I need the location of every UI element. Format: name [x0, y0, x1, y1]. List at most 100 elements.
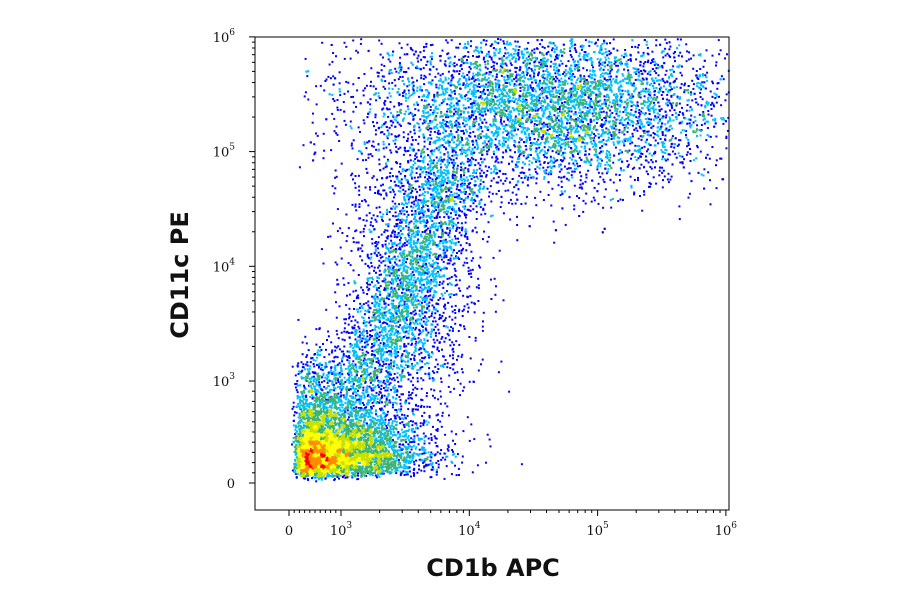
event-dot — [390, 457, 393, 460]
event-dot — [408, 466, 411, 469]
event-dot — [421, 459, 424, 462]
event-dot — [366, 424, 369, 426]
event-dot — [320, 416, 323, 419]
event-dot — [340, 417, 343, 420]
event-dot — [417, 454, 420, 457]
event-dot — [295, 471, 298, 474]
event-dot — [323, 463, 326, 466]
event-dot — [365, 452, 368, 455]
event-dot — [429, 455, 432, 458]
event-dot — [389, 438, 392, 441]
event-dot — [303, 430, 306, 433]
event-dot — [412, 472, 415, 474]
event-dot — [318, 327, 321, 330]
event-dot — [307, 446, 310, 449]
event-dot — [306, 442, 309, 445]
event-dot — [420, 406, 422, 408]
event-dot — [316, 364, 318, 366]
event-dot — [359, 452, 362, 455]
event-dot — [320, 394, 323, 397]
event-dot — [443, 452, 446, 455]
event-dot — [310, 426, 313, 429]
event-dot — [347, 458, 350, 461]
event-dot — [296, 458, 299, 461]
event-dot — [332, 461, 335, 464]
event-dot — [297, 318, 300, 321]
event-dot — [362, 430, 365, 433]
event-dot — [310, 415, 313, 418]
event-dot — [303, 472, 306, 475]
event-dot — [369, 415, 372, 418]
event-dot — [352, 427, 355, 430]
event-dot — [375, 413, 377, 416]
event-dot — [312, 404, 315, 407]
event-dot — [379, 423, 382, 425]
event-dot — [309, 395, 312, 398]
event-dot — [373, 400, 375, 403]
event-dot — [301, 366, 304, 369]
event-dot — [367, 457, 370, 460]
event-dot — [304, 462, 306, 465]
event-dot — [376, 469, 379, 472]
event-dot — [400, 428, 403, 431]
event-dot — [378, 371, 381, 374]
event-dot — [301, 410, 304, 413]
event-dot — [395, 421, 398, 423]
event-dot — [302, 460, 305, 463]
event-dot — [348, 375, 351, 378]
event-dot — [406, 473, 409, 476]
event-dot — [387, 452, 390, 455]
event-dot — [385, 403, 388, 406]
event-dot — [307, 445, 310, 448]
event-dot — [418, 368, 421, 371]
event-dot — [350, 374, 353, 377]
event-dot — [305, 422, 308, 425]
event-dot — [330, 413, 333, 416]
event-dot — [325, 348, 327, 351]
event-dot — [363, 419, 366, 421]
event-dot — [358, 459, 361, 462]
event-dot — [293, 445, 296, 448]
event-dot — [304, 446, 307, 449]
event-dot — [317, 378, 320, 381]
event-dot — [307, 463, 310, 466]
event-dot — [324, 469, 327, 472]
event-dot — [312, 359, 315, 361]
event-dot — [354, 459, 357, 462]
event-dot — [376, 432, 379, 435]
event-dot — [327, 422, 330, 425]
event-dot — [298, 428, 301, 431]
event-dot — [378, 470, 381, 473]
event-dot — [293, 463, 296, 466]
event-dot — [339, 468, 342, 471]
event-dot — [370, 471, 373, 474]
event-dot — [373, 433, 376, 436]
event-dot — [400, 456, 403, 459]
event-dot — [451, 449, 454, 451]
event-dot — [393, 460, 396, 462]
event-dot — [370, 443, 372, 446]
event-dot — [427, 437, 430, 440]
event-dot — [386, 433, 389, 436]
event-dot — [377, 446, 380, 449]
event-dot — [350, 430, 353, 433]
event-dot — [335, 413, 338, 416]
event-dot — [351, 452, 354, 455]
event-dot — [333, 411, 336, 414]
event-dot — [323, 396, 326, 399]
event-dot — [399, 434, 402, 437]
event-dot — [386, 437, 389, 440]
event-dot — [337, 381, 340, 383]
event-dot — [376, 374, 378, 377]
event-dot — [366, 390, 369, 393]
event-dot — [339, 391, 342, 394]
event-dot — [314, 454, 317, 457]
event-dot — [324, 447, 327, 450]
event-dot — [316, 356, 318, 359]
event-dot — [344, 465, 347, 468]
event-dot — [323, 472, 326, 475]
event-dot — [374, 438, 377, 441]
event-dot — [296, 384, 299, 387]
event-dot — [327, 371, 330, 374]
event-dot — [333, 479, 336, 481]
